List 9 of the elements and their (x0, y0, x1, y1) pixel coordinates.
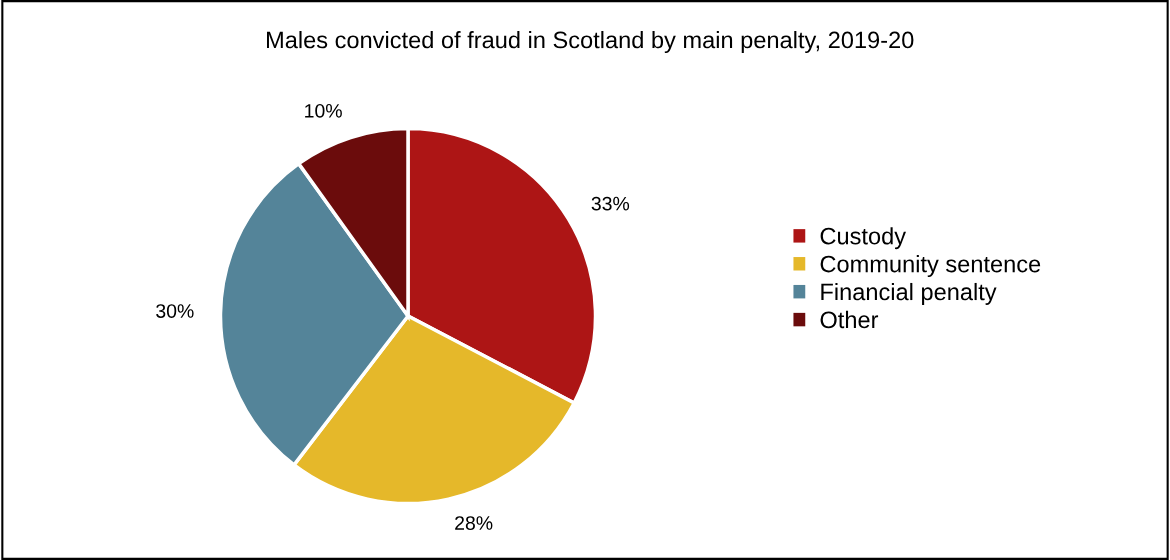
legend-label: Other (820, 310, 879, 329)
legend-label: Financial penalty (821, 282, 997, 305)
legend-label: Community sentence (820, 255, 1041, 278)
data-label: 33% (591, 196, 630, 211)
data-label: 28% (455, 516, 493, 530)
data-label: 30% (156, 304, 194, 318)
chart-title: Males convicted of fraud in Scotland by main penalty, 2019-20 (267, 31, 914, 53)
legend-label: Custody (820, 227, 906, 250)
data-label: 10% (305, 103, 342, 118)
